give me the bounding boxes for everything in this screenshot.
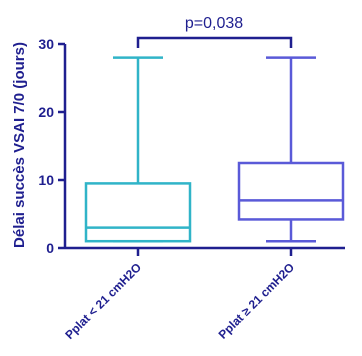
y-tick-label: 30 bbox=[38, 36, 54, 52]
y-axis-label-group: Délai succès VSAI 7/0 (jours) bbox=[11, 42, 28, 248]
significance-bracket bbox=[136, 36, 293, 48]
box-group bbox=[84, 56, 192, 243]
significance-annotation: p=0,038 bbox=[136, 15, 293, 48]
y-tick-label: 10 bbox=[38, 172, 54, 188]
y-tick-label: 0 bbox=[46, 240, 54, 256]
box-iqr bbox=[237, 161, 345, 221]
axes: 0 10 20 30 Pplat < 21 cmH2O Pplat ≥ 21 cmH2O bbox=[38, 36, 345, 342]
boxes bbox=[84, 56, 345, 243]
p-value-label: p=0,038 bbox=[185, 15, 243, 32]
box-group bbox=[237, 56, 345, 243]
box-iqr bbox=[84, 182, 192, 243]
x-tick-label: Pplat ≥ 21 cmH2O bbox=[216, 260, 298, 342]
x-tick-label: Pplat < 21 cmH2O bbox=[62, 260, 144, 342]
y-axis-label: Délai succès VSAI 7/0 (jours) bbox=[11, 42, 28, 248]
y-tick-label: 20 bbox=[38, 104, 54, 120]
